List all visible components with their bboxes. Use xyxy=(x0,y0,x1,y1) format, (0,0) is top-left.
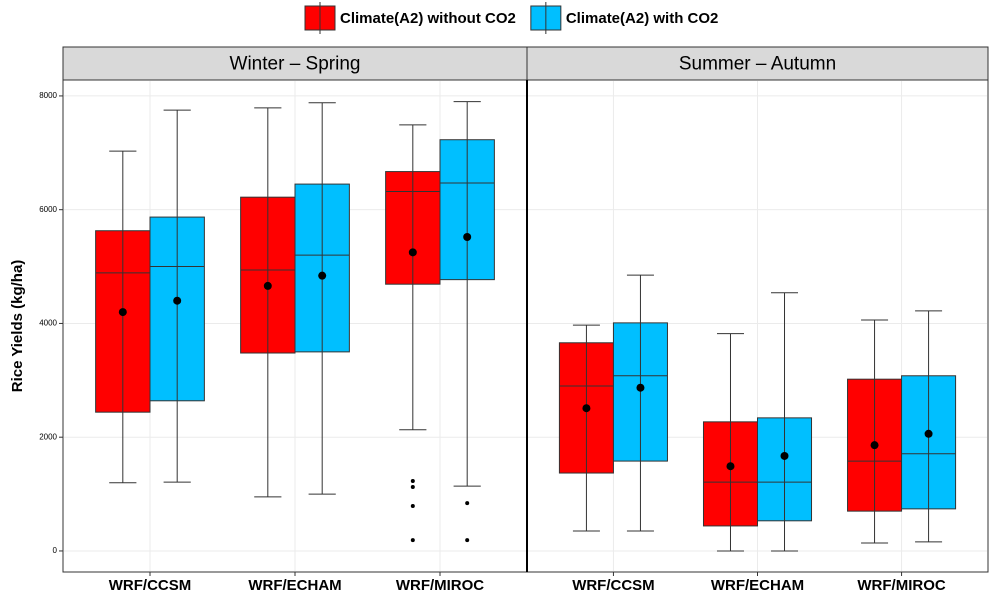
outlier xyxy=(410,538,415,543)
mean-point xyxy=(780,451,789,460)
mean-point xyxy=(726,462,735,471)
mean-point xyxy=(582,404,591,413)
legend-label: Climate(A2) with CO2 xyxy=(566,10,719,27)
outlier xyxy=(410,484,415,489)
mean-point xyxy=(636,383,645,392)
x-tick-label: WRF/CCSM xyxy=(572,577,655,594)
x-tick-label: WRF/ECHAM xyxy=(711,577,804,594)
y-axis-title: Rice Yields (kg/ha) xyxy=(9,260,26,393)
y-tick-label: 8000 xyxy=(39,91,57,100)
outlier xyxy=(465,501,470,506)
x-tick-label: WRF/CCSM xyxy=(109,577,192,594)
legend-label: Climate(A2) without CO2 xyxy=(340,10,516,27)
mean-point xyxy=(924,429,933,438)
facet-strip xyxy=(526,46,989,81)
mean-point xyxy=(118,308,127,317)
y-tick-label: 0 xyxy=(53,546,58,555)
outlier xyxy=(465,538,470,543)
x-tick-label: WRF/ECHAM xyxy=(248,577,341,594)
x-tick-label: WRF/MIROC xyxy=(857,577,945,594)
facet-title: Summer – Autumn xyxy=(679,54,836,75)
mean-point xyxy=(263,281,272,290)
y-tick-label: 4000 xyxy=(39,319,57,328)
mean-point xyxy=(408,248,417,257)
mean-point xyxy=(463,232,472,241)
outlier xyxy=(410,478,415,483)
mean-point xyxy=(870,441,879,450)
outlier xyxy=(410,504,415,509)
y-tick-label: 2000 xyxy=(39,432,57,441)
facet-title: Winter – Spring xyxy=(230,54,361,75)
x-tick-label: WRF/MIROC xyxy=(396,577,484,594)
mean-point xyxy=(318,271,327,280)
mean-point xyxy=(173,296,182,305)
facet-strip xyxy=(62,46,528,81)
y-tick-label: 6000 xyxy=(39,205,57,214)
